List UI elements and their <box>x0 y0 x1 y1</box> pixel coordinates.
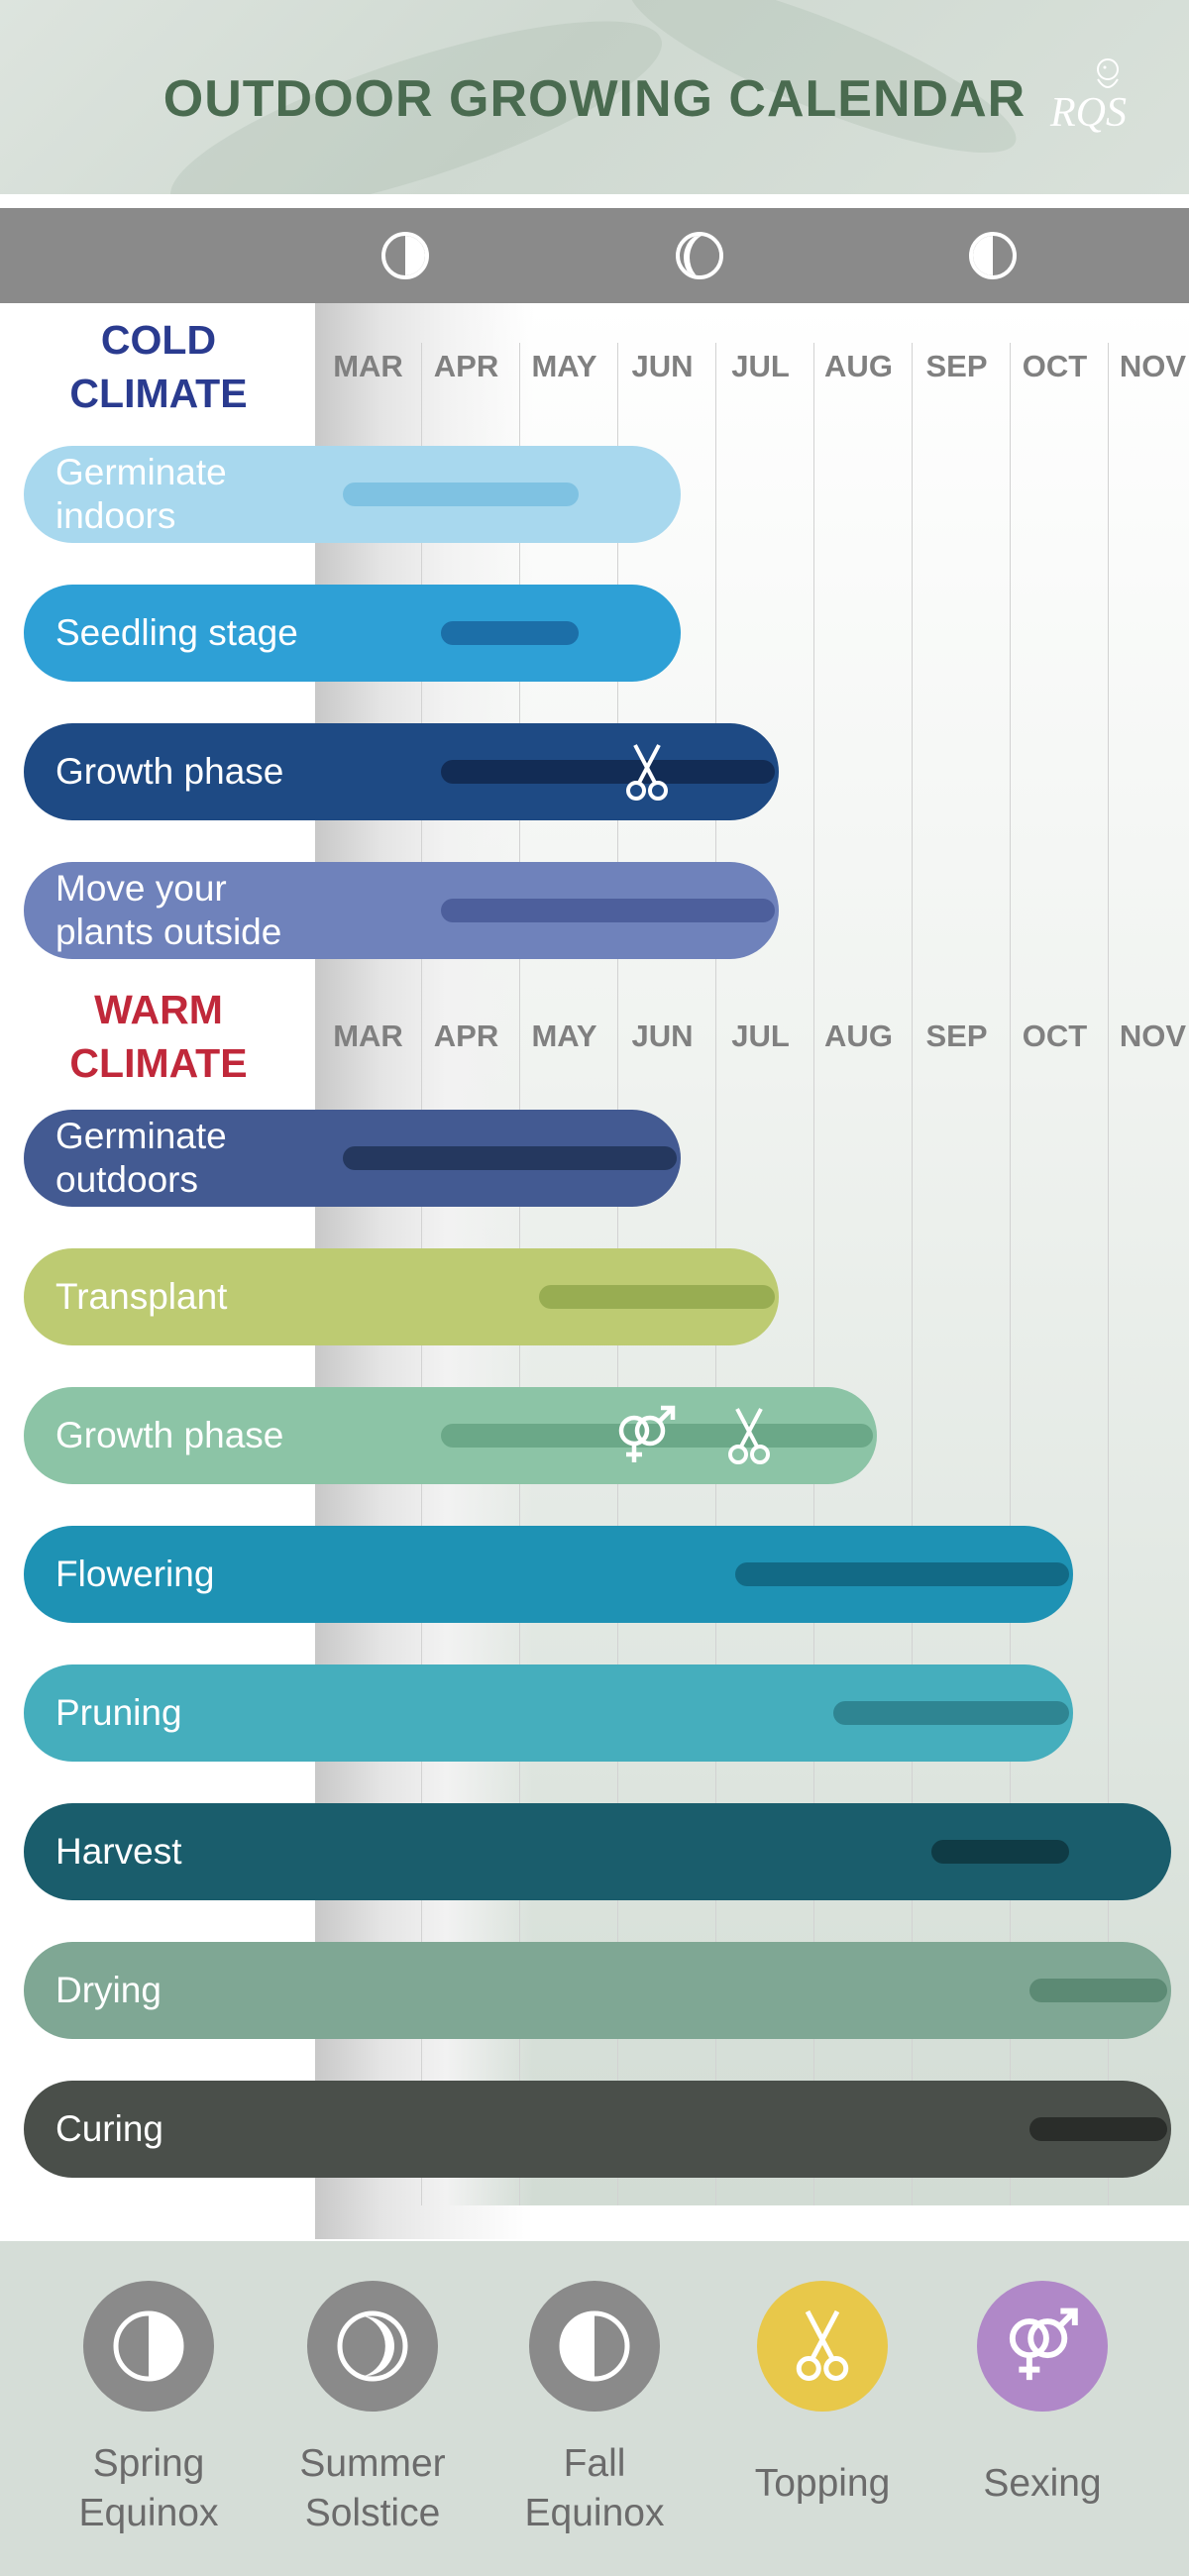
month-label-aug: AUG <box>824 349 893 383</box>
month-label-oct: OCT <box>1022 1019 1088 1053</box>
month-label-jun: JUN <box>631 349 694 383</box>
stage-label: Flowering <box>55 1554 215 1594</box>
legend: Spring Equinox Summer Solstice Fall Equi… <box>0 2241 1189 2576</box>
month-label-sep: SEP <box>925 349 988 383</box>
month-label-jun: JUN <box>631 1019 694 1053</box>
month-label-aug: AUG <box>824 1019 893 1053</box>
legend-item-fall-equinox: Fall Equinox <box>486 2281 703 2538</box>
legend-label: Fall Equinox <box>524 2442 665 2534</box>
month-label-oct: OCT <box>1022 349 1088 383</box>
warm-climate-title: WARM CLIMATE <box>69 987 248 1086</box>
stage-label: Growth phase <box>55 751 284 792</box>
legend-item-sexing: Sexing <box>933 2281 1151 2509</box>
stage-label: Growth phase <box>55 1415 284 1455</box>
month-label-apr: APR <box>433 349 499 383</box>
stage-label: Germinate indoors <box>55 452 227 536</box>
stage-time-range <box>441 899 775 922</box>
stage-label: Pruning <box>55 1692 182 1733</box>
legend-label: Topping <box>754 2462 891 2505</box>
month-label-may: MAY <box>531 349 597 383</box>
stage-time-range <box>735 1562 1069 1586</box>
month-label-apr: APR <box>433 1019 499 1053</box>
stage-label: Drying <box>55 1970 162 2010</box>
sexing-icon <box>612 1405 676 1462</box>
legend-item-spring-equinox: Spring Equinox <box>40 2281 258 2538</box>
legend-item-summer-solstice: Summer Solstice <box>264 2281 482 2538</box>
month-label-jul: JUL <box>731 349 790 383</box>
legend-label: Sexing <box>983 2462 1102 2505</box>
month-label-jul: JUL <box>731 1019 790 1053</box>
legend-label: Spring Equinox <box>78 2442 219 2534</box>
legend-item-topping: Topping <box>713 2281 931 2509</box>
stage-label: Curing <box>55 2108 163 2149</box>
header: OUTDOOR GROWING CALENDAR RQS <box>0 0 1189 194</box>
stage-time-range <box>931 1840 1069 1864</box>
growing-calendar-chart: COLD CLIMATE MAR APR MAY JUN JUL AUG SEP OCT NOV G… <box>0 303 1189 2239</box>
cold-climate-title: COLD CLIMATE <box>69 317 248 416</box>
month-gridline <box>1010 343 1011 2205</box>
stage-time-range <box>343 1146 677 1170</box>
lion-mascot-icon <box>1097 58 1119 88</box>
logo-letters: RQS <box>1050 90 1127 136</box>
stage-time-range <box>539 1285 775 1309</box>
stage-label: Harvest <box>55 1831 182 1872</box>
fall-equinox-icon <box>969 232 1017 279</box>
month-gridline <box>1108 343 1109 2205</box>
stage-label: Transplant <box>55 1276 228 1317</box>
stage-label: Move your plants outside <box>55 868 282 952</box>
summer-solstice-icon <box>676 232 723 279</box>
stage-time-range <box>343 483 579 506</box>
scissors-icon <box>721 1405 777 1464</box>
spring-equinox-icon <box>381 232 429 279</box>
month-label-nov: NOV <box>1119 1019 1187 1053</box>
month-gridline <box>813 343 814 2205</box>
stage-label: Germinate outdoors <box>55 1116 227 1200</box>
warm-stage-bar <box>24 1942 1171 2039</box>
month-label-mar: MAR <box>333 349 403 383</box>
page-title: OUTDOOR GROWING CALENDAR <box>162 70 1027 128</box>
stage-time-range <box>441 621 579 645</box>
month-label-may: MAY <box>531 1019 597 1053</box>
month-label-nov: NOV <box>1119 349 1187 383</box>
month-label-sep: SEP <box>925 1019 988 1053</box>
summer-solstice-icon <box>307 2281 438 2412</box>
month-gridline <box>912 343 913 2205</box>
scissors-icon <box>619 741 675 801</box>
fall-equinox-icon <box>529 2281 660 2412</box>
sexing-icon <box>977 2281 1108 2412</box>
rqs-logo: RQS <box>1050 55 1179 155</box>
stage-label: Seedling stage <box>55 612 298 653</box>
scissors-icon <box>757 2281 888 2412</box>
legend-label: Summer Solstice <box>299 2442 446 2534</box>
warm-stage-bar <box>24 2081 1171 2178</box>
stage-time-range <box>441 760 775 784</box>
stage-time-range <box>833 1701 1069 1725</box>
stage-time-range <box>1029 1979 1167 2002</box>
stage-time-range <box>1029 2117 1167 2141</box>
spring-equinox-icon <box>83 2281 214 2412</box>
moon-phase-bar <box>0 208 1189 303</box>
month-label-mar: MAR <box>333 1019 403 1053</box>
